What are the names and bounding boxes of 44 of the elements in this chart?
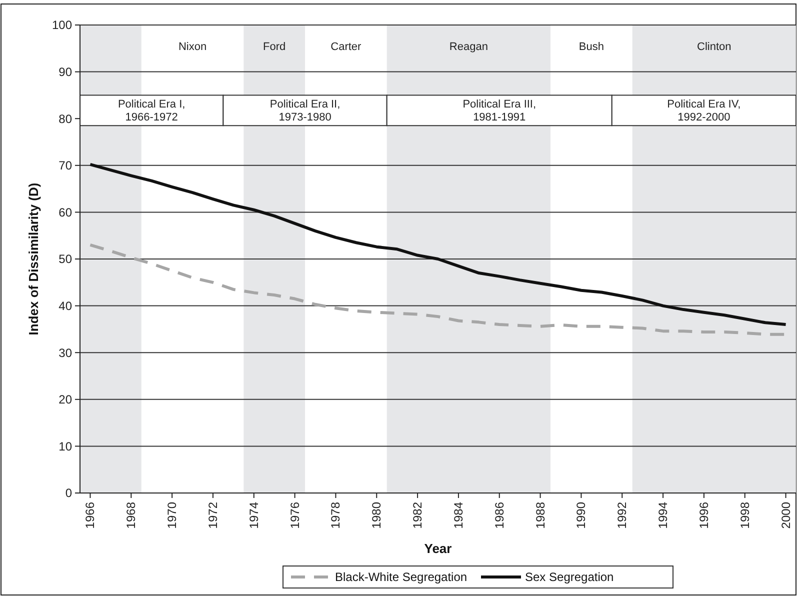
annotation: Nixon — [178, 40, 207, 53]
legend-label: Black-White Segregation — [335, 570, 468, 584]
x-tick-label: 1970 — [165, 502, 180, 529]
x-tick-label: 1972 — [206, 502, 220, 529]
x-tick-label: 1984 — [451, 502, 466, 529]
band-label: Reagan — [449, 40, 488, 53]
x-tick-label: 1978 — [328, 502, 343, 529]
x-tick-label: 1990 — [574, 502, 588, 529]
y-tick-label: 90 — [58, 65, 72, 79]
x-tick-label: 1974 — [246, 502, 261, 529]
x-tick-label: 1998 — [738, 502, 752, 529]
x-tick-label: 2000 — [778, 502, 793, 529]
line-series — [88, 162, 788, 326]
y-tick-label: 0 — [65, 486, 72, 500]
y-tick-label: 100 — [52, 18, 72, 32]
x-tick-label: 1980 — [370, 502, 384, 529]
x-tick-label: 1986 — [492, 502, 506, 529]
band-label: Political Era II, 1973-1980 — [270, 98, 340, 124]
band-label: Political Era III, 1981-1991 — [462, 98, 536, 124]
y-tick-label: 50 — [58, 252, 72, 266]
x-tick-label: 1992 — [615, 502, 630, 529]
annotation: Bush — [578, 40, 604, 53]
y-tick-label: 40 — [58, 299, 72, 313]
x-tick-label: 1994 — [656, 502, 670, 529]
band-label: Political Era IV, 1992-2000 — [667, 98, 741, 124]
y-tick-label: 30 — [58, 346, 72, 360]
x-tick-label: 1976 — [288, 502, 302, 529]
y-tick-label: 20 — [58, 392, 72, 407]
x-tick-label: 1988 — [533, 502, 548, 529]
y-tick-label: 80 — [58, 112, 72, 126]
band-label: Political Era I, 1966-1972 — [118, 98, 186, 124]
x-tick-label: 1968 — [124, 502, 138, 529]
x-tick-label: 1966 — [83, 502, 98, 529]
legend-label: Sex Segregation — [525, 570, 614, 584]
y-tick-label: 70 — [58, 158, 72, 173]
annotation: Carter — [330, 40, 362, 53]
x-tick-label: 1996 — [696, 502, 711, 529]
x-axis-title: Year — [424, 541, 452, 556]
y-axis-title: Index of Dissimilarity (D) — [26, 182, 41, 336]
band-label: Ford — [263, 40, 286, 53]
band-label: Clinton — [697, 40, 732, 53]
y-tick-label: 10 — [58, 439, 72, 454]
y-tick-label: 60 — [58, 205, 72, 220]
x-tick-label: 1982 — [410, 502, 425, 529]
